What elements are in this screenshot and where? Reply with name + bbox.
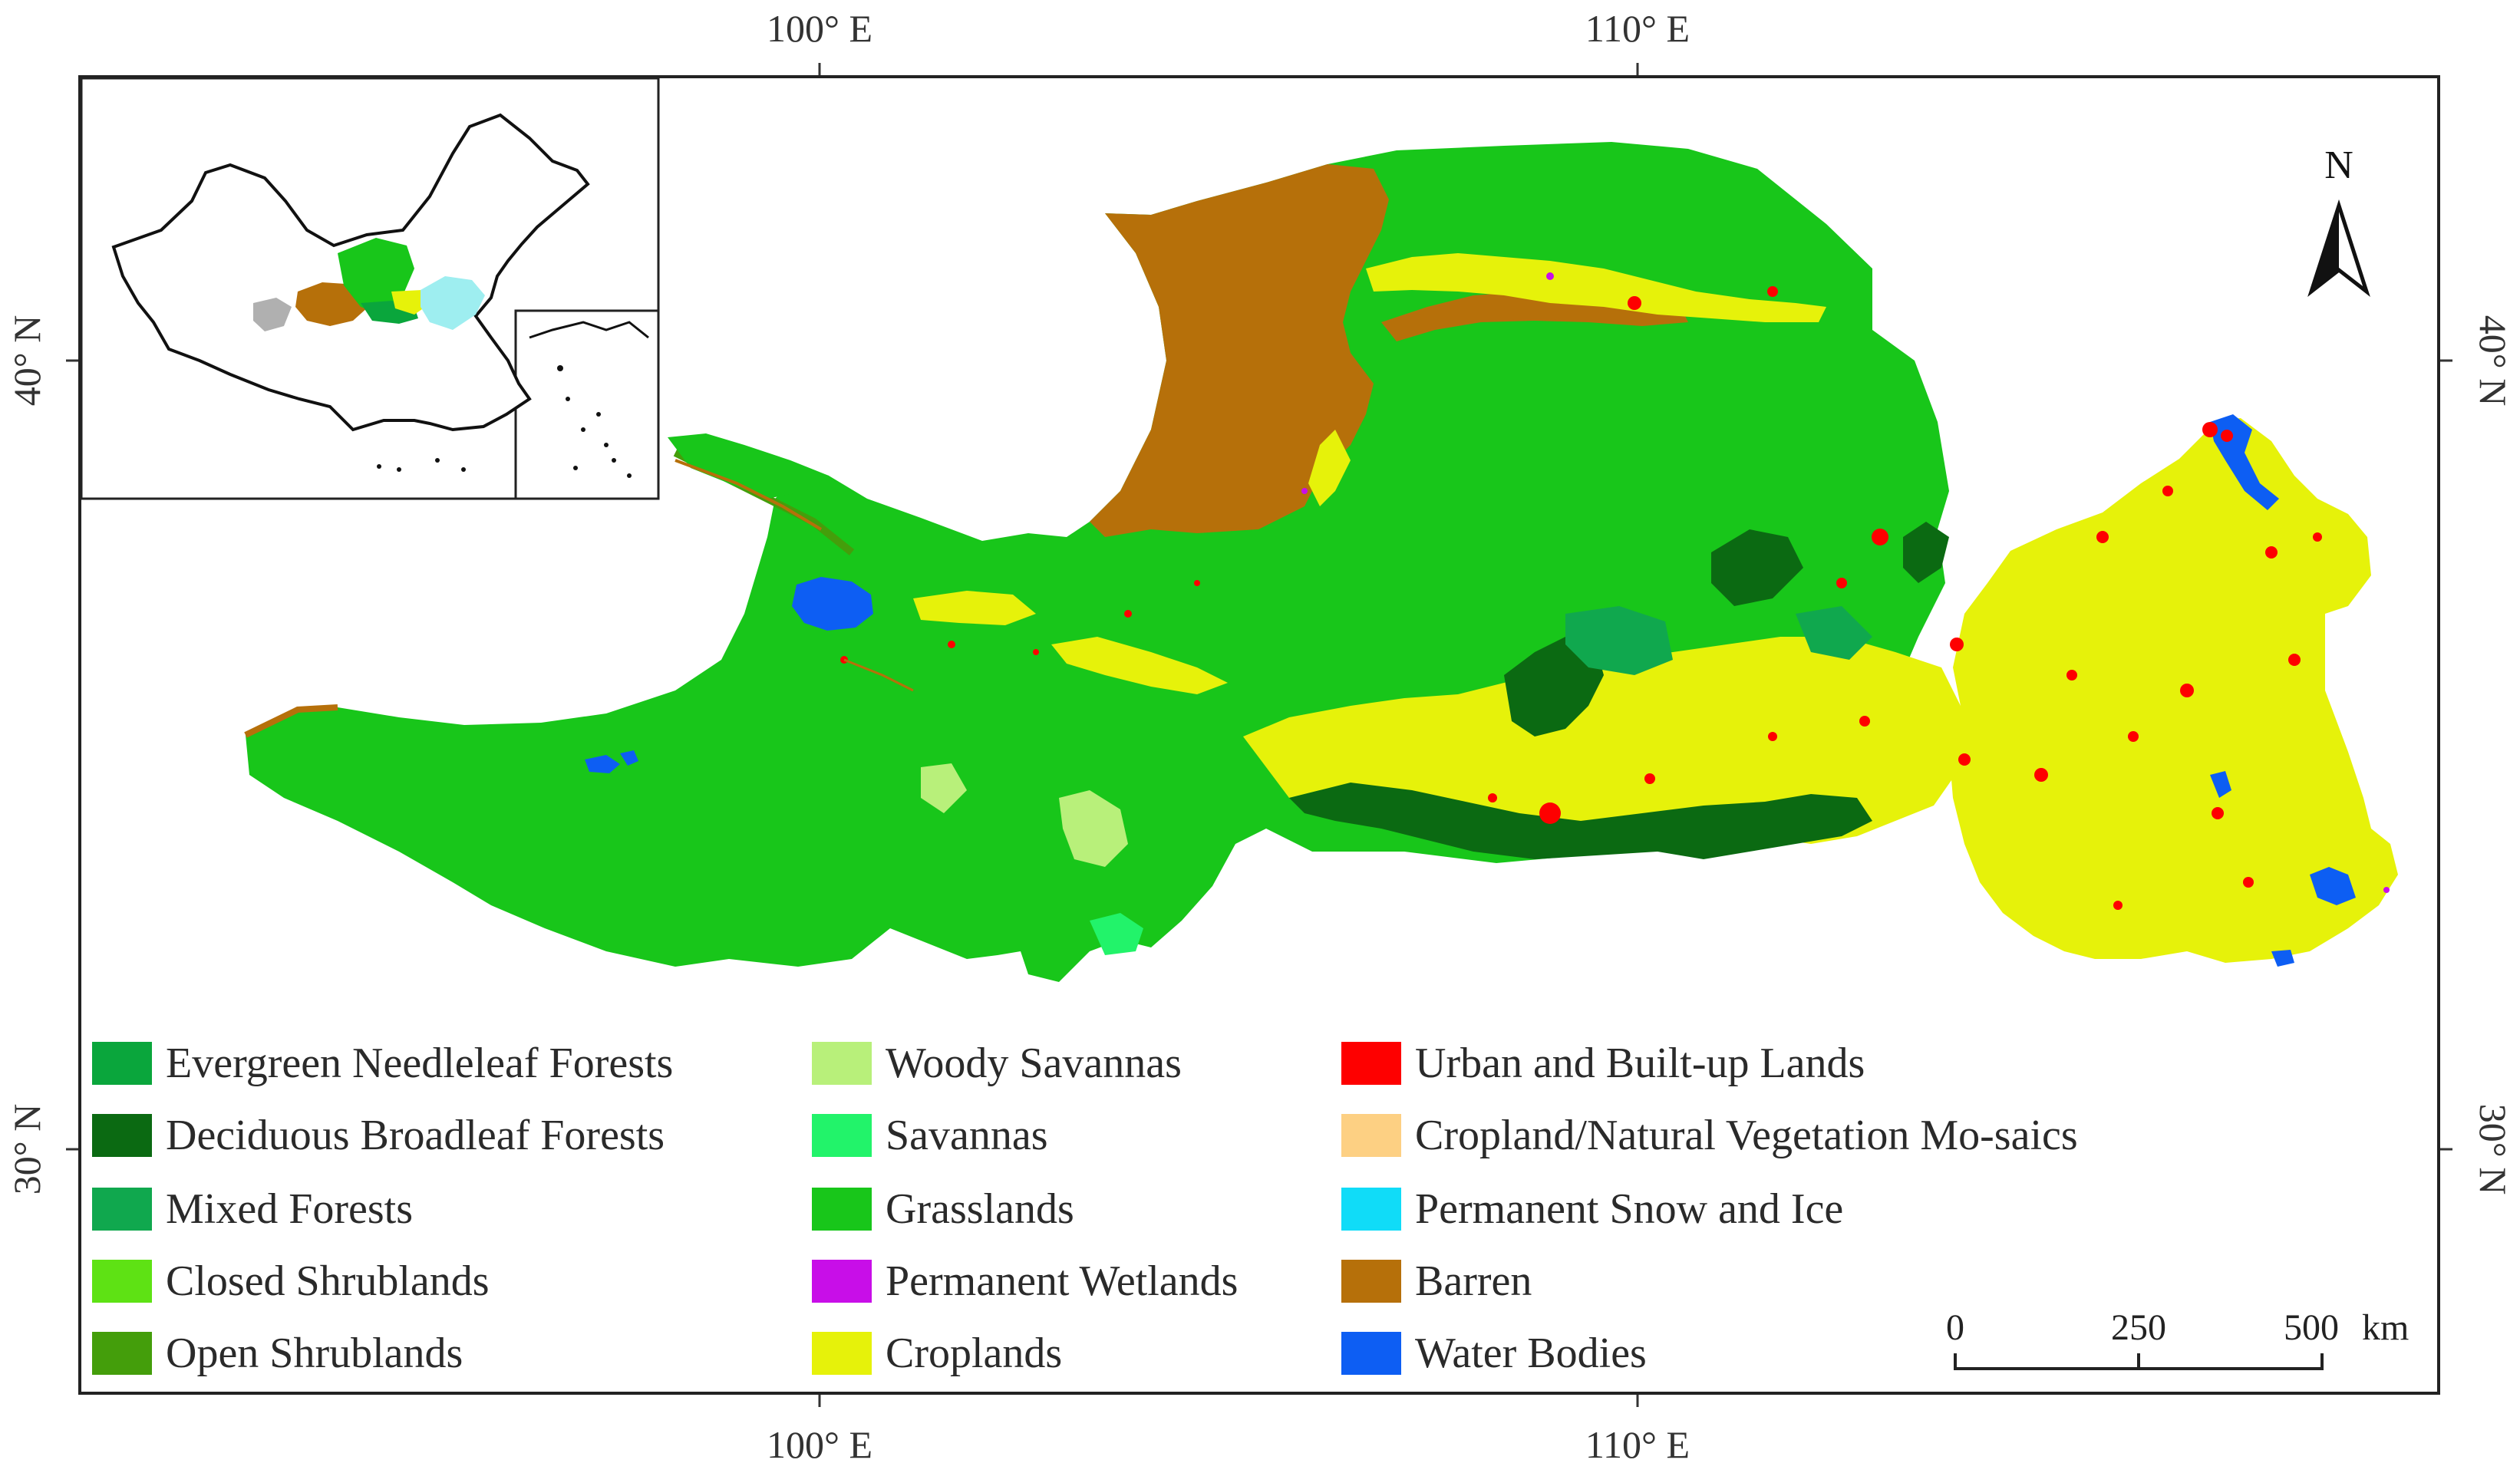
bottom-lon-label-100: 100° E xyxy=(767,1423,872,1466)
map-frame xyxy=(78,75,2440,1395)
legend-label: Permanent Snow and Ice xyxy=(1415,1185,1843,1233)
inset-east-region xyxy=(421,276,485,330)
cropland-east-area xyxy=(1949,418,2398,963)
open-shrubland-edge xyxy=(244,704,338,738)
deciduous-forest-band xyxy=(1289,783,1872,859)
legend-label: Permanent Wetlands xyxy=(886,1257,1238,1305)
inset-basin-crop xyxy=(391,290,430,315)
legend-label: Woody Savannas xyxy=(886,1040,1182,1087)
legend-swatch xyxy=(1341,1188,1401,1231)
scale-tick-0: 0 xyxy=(1946,1307,1964,1348)
barren-area xyxy=(1090,164,1389,537)
north-arrow: N xyxy=(2307,143,2370,297)
left-lat-label-30: 30° N xyxy=(5,1104,48,1195)
legend-label: Grasslands xyxy=(886,1185,1074,1233)
legend: Evergreen Needleleaf Forests Deciduous Br… xyxy=(92,1040,2078,1377)
scale-bar: 0 250 500 km xyxy=(1946,1307,2409,1370)
legend-swatch xyxy=(1341,1332,1401,1375)
legend-label: Urban and Built-up Lands xyxy=(1415,1040,1865,1087)
legend-swatch xyxy=(1341,1260,1401,1303)
legend-swatch xyxy=(92,1260,152,1303)
water-lake-east xyxy=(2271,950,2294,967)
river-line xyxy=(843,658,914,692)
north-arrow-half xyxy=(2311,206,2339,292)
water-small-lake xyxy=(585,755,620,773)
inset-islands xyxy=(377,365,632,478)
scale-tick-250: 250 xyxy=(2111,1307,2166,1348)
savanna-patch xyxy=(1090,913,1143,955)
cropland-strip xyxy=(1308,430,1351,506)
cropland-strip xyxy=(1366,253,1826,322)
legend-swatch xyxy=(812,1332,872,1375)
legend-swatch xyxy=(812,1260,872,1303)
inset-locator-map xyxy=(80,77,660,500)
water-lake-east xyxy=(2210,771,2231,798)
water-qinghai-lake xyxy=(792,577,873,631)
top-lon-label-110: 110° E xyxy=(1585,7,1690,50)
mixed-forest-patch xyxy=(1565,606,1673,675)
legend-swatch xyxy=(812,1114,872,1157)
bottom-lon-label-110: 110° E xyxy=(1585,1423,1690,1466)
cropland-strip xyxy=(913,591,1036,625)
legend-swatch xyxy=(92,1114,152,1157)
inset-west-scatter xyxy=(253,298,292,331)
deciduous-forest-patch xyxy=(1903,522,1949,583)
inset-south-sea-coast xyxy=(529,321,649,339)
mixed-forest-patch xyxy=(1796,606,1872,660)
legend-swatch xyxy=(92,1188,152,1231)
legend-label: Evergreen Needleleaf Forests xyxy=(166,1040,673,1087)
water-lake-east xyxy=(2310,867,2356,905)
legend-label: Water Bodies xyxy=(1415,1330,1647,1377)
legend-label: Open Shrublands xyxy=(166,1330,463,1377)
legend-label: Savannas xyxy=(886,1112,1048,1159)
land-cover-region xyxy=(244,142,2398,982)
woody-savanna-patch xyxy=(1059,790,1128,867)
scale-unit: km xyxy=(2362,1307,2409,1348)
river-line xyxy=(675,459,823,531)
legend-label: Mixed Forests xyxy=(166,1185,413,1233)
legend-swatch xyxy=(1341,1042,1401,1085)
legend-swatch xyxy=(812,1188,872,1231)
water-small-lake xyxy=(620,750,638,766)
left-lat-label-40: 40° N xyxy=(5,315,48,407)
urban-patches xyxy=(840,286,2322,910)
north-arrow-label: N xyxy=(2324,143,2353,187)
cropland-middle-area xyxy=(1243,637,1964,844)
legend-label: Cropland/Natural Vegetation Mo-saics xyxy=(1415,1112,2078,1159)
wetland-specks xyxy=(1301,272,2390,893)
legend-swatch xyxy=(92,1332,152,1375)
scale-tick-500: 500 xyxy=(2284,1307,2339,1348)
legend-label: Croplands xyxy=(886,1330,1062,1377)
deciduous-forest-patch xyxy=(1711,529,1803,606)
legend-label: Barren xyxy=(1415,1257,1532,1305)
cropland-strip xyxy=(1051,637,1228,694)
right-lat-label-40: 40° N xyxy=(2472,315,2515,407)
legend-swatch xyxy=(812,1042,872,1085)
deciduous-forest-patch xyxy=(1504,637,1604,736)
legend-swatch xyxy=(92,1042,152,1085)
legend-swatch xyxy=(1341,1114,1401,1157)
graticule-ticks xyxy=(66,63,2452,1407)
legend-label: Deciduous Broadleaf Forests xyxy=(166,1112,665,1159)
right-lat-label-30: 30° N xyxy=(2472,1104,2515,1195)
top-lon-label-100: 100° E xyxy=(767,7,872,50)
grassland-west-lobe xyxy=(668,433,829,499)
legend-label: Closed Shrublands xyxy=(166,1257,490,1305)
woody-savanna-patch xyxy=(921,763,967,813)
inset-south-sea-frame xyxy=(514,309,660,500)
